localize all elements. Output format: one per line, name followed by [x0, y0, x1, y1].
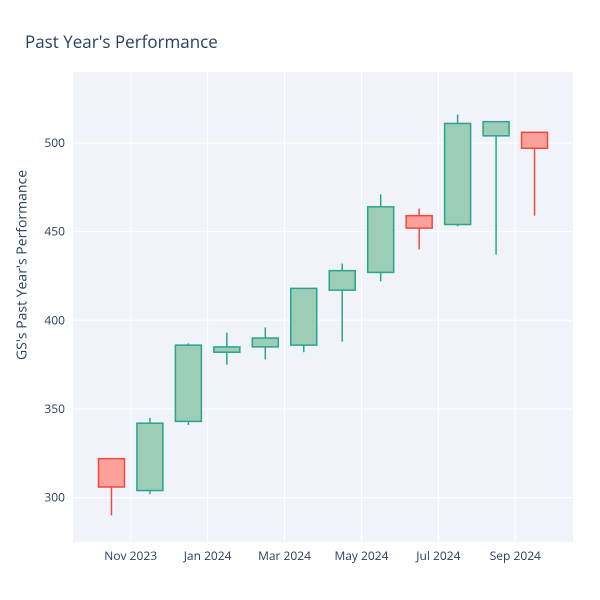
candle-body [214, 347, 240, 352]
x-tick-label: May 2024 [334, 547, 388, 564]
candle-body [291, 288, 317, 345]
x-tick-label: Mar 2024 [258, 547, 311, 564]
candle-body [137, 423, 163, 490]
candle-body [98, 459, 124, 487]
candle-body [175, 345, 201, 421]
y-tick-label: 500 [44, 134, 65, 151]
y-tick-label: 400 [44, 311, 65, 328]
candle-body [406, 216, 432, 228]
y-tick-label: 350 [44, 400, 65, 417]
candle-body [329, 271, 355, 291]
candle-body [252, 338, 278, 347]
candle-body [445, 123, 471, 224]
candle-body [368, 207, 394, 273]
x-tick-label: Sep 2024 [490, 547, 541, 564]
y-tick-label: 450 [44, 223, 65, 240]
candle-body [483, 122, 509, 136]
x-tick-label: Jul 2024 [415, 547, 460, 564]
candle-body [522, 132, 548, 148]
y-tick-label: 300 [44, 489, 65, 506]
x-tick-label: Jan 2024 [183, 547, 232, 564]
candlestick-chart: 300 350 400 450 500 Nov 2023 Jan 2024 Mar 2024 M… [0, 0, 600, 600]
x-tick-label: Nov 2023 [104, 547, 157, 564]
